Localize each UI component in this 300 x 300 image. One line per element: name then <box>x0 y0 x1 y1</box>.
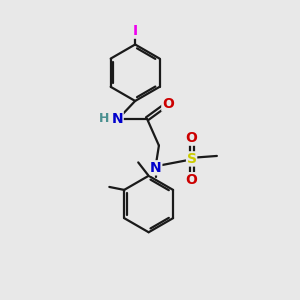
Text: O: O <box>186 131 197 145</box>
Text: N: N <box>150 161 162 175</box>
Text: I: I <box>133 24 138 38</box>
Text: N: N <box>112 112 123 126</box>
Text: S: S <box>187 152 196 166</box>
Text: O: O <box>162 97 174 111</box>
Text: H: H <box>99 112 109 125</box>
Text: O: O <box>186 173 197 187</box>
